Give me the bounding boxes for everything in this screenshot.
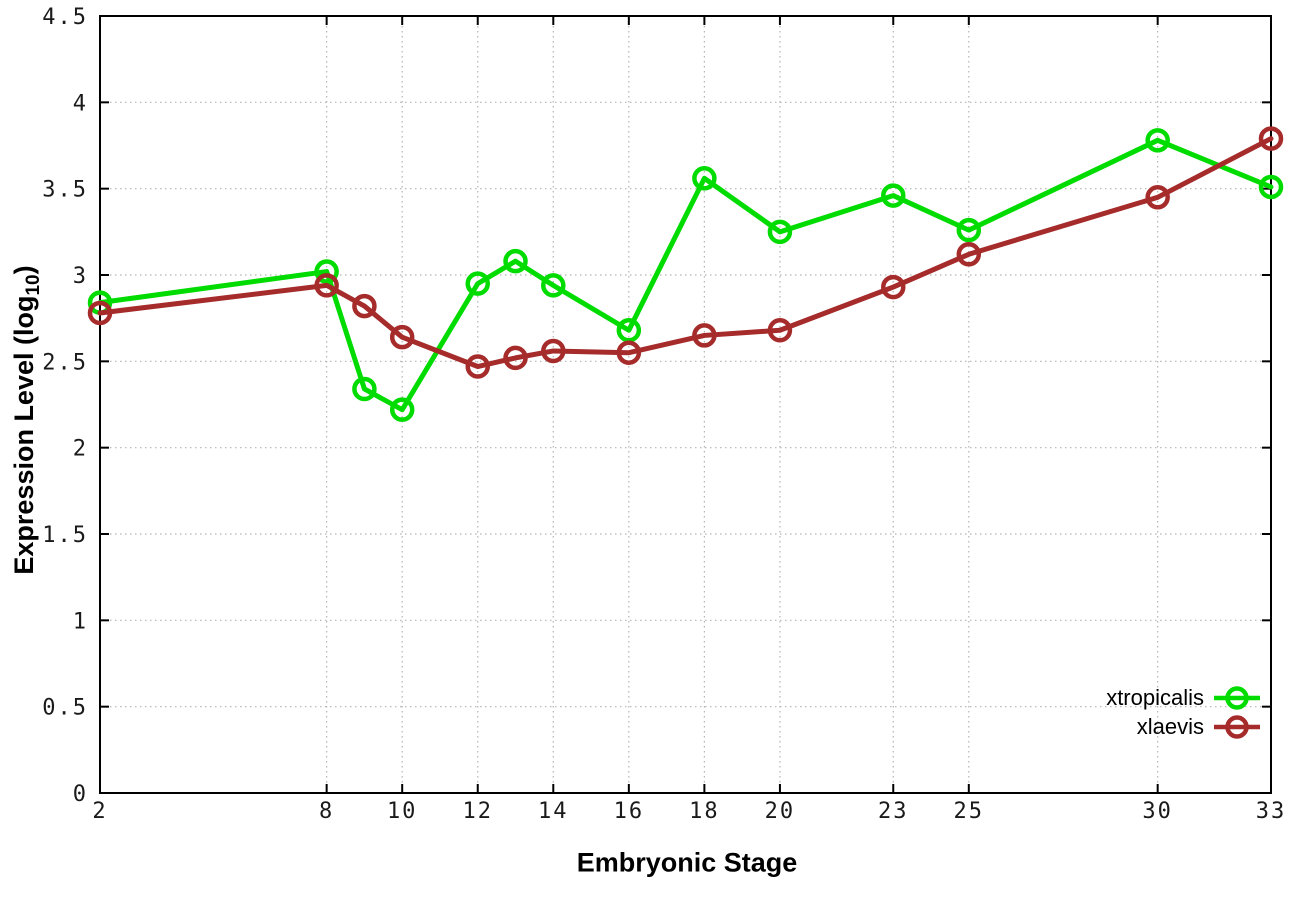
y-tick-label: 0 (73, 782, 88, 807)
x-tick-label: 12 (462, 799, 493, 824)
legend-marker-icon (1225, 715, 1249, 739)
series-line-xtropicalis (97, 137, 1274, 413)
data-point-xlaevis (767, 318, 793, 343)
grid-lines (100, 16, 1271, 793)
legend-marker-icon (1225, 686, 1249, 710)
data-point-xlaevis (352, 293, 377, 319)
data-point-xlaevis (314, 273, 339, 298)
legend-label-xlaevis: xlaevis (1136, 714, 1204, 739)
data-point-xlaevis (956, 242, 982, 267)
data-point-xtropicalis (1145, 128, 1170, 153)
series-xlaevis (87, 126, 1284, 379)
y-tick-label: 2 (73, 437, 88, 462)
axis-ticks (99, 15, 1272, 794)
x-tick-label: 30 (1142, 799, 1173, 824)
x-tick-label: 20 (765, 799, 796, 824)
x-tick-label: 33 (1256, 799, 1287, 824)
series-xtropicalis (87, 128, 1284, 422)
x-axis-title: Embryonic Stage (576, 847, 798, 878)
y-tick-label: 2.5 (42, 350, 88, 375)
data-point-xtropicalis (314, 259, 339, 284)
data-point-xlaevis (465, 354, 490, 379)
x-tick-label: 23 (878, 799, 909, 824)
x-tick-label: 18 (689, 799, 720, 824)
legend: xtropicalis xlaevis (1106, 685, 1261, 740)
y-tick-label: 4 (73, 91, 88, 116)
data-point-xlaevis (616, 340, 642, 365)
x-tick-label: 14 (538, 799, 569, 824)
data-point-xlaevis (1258, 126, 1284, 151)
y-tick-label: 3 (73, 264, 88, 289)
data-point-xtropicalis (541, 273, 566, 298)
data-point-xtropicalis (389, 397, 415, 422)
data-point-xlaevis (503, 345, 528, 371)
y-tick-label: 1 (73, 609, 88, 634)
series-line-xlaevis (97, 136, 1274, 370)
y-tick-label: 0.5 (42, 696, 88, 721)
data-point-xlaevis (692, 323, 717, 348)
x-tick-label: 16 (614, 799, 645, 824)
y-tick-label: 4.5 (42, 5, 88, 30)
legend-item-xtropicalis: xtropicalis (1106, 685, 1261, 711)
data-point-xtropicalis (1258, 174, 1284, 200)
data-point-xlaevis (87, 300, 113, 326)
data-point-xtropicalis (767, 219, 793, 245)
x-tick-label: 25 (954, 799, 985, 824)
legend-item-xlaevis: xlaevis (1137, 714, 1261, 740)
data-point-xtropicalis (616, 318, 642, 343)
data-point-xtropicalis (881, 183, 906, 208)
y-axis-title-suffix: ) (8, 265, 39, 275)
legend-label-xtropicalis: xtropicalis (1106, 685, 1204, 710)
legend-sample-xtropicalis (1214, 686, 1260, 710)
y-tick-label: 3.5 (42, 178, 88, 203)
data-point-xlaevis (881, 274, 906, 300)
data-point-xtropicalis (503, 248, 528, 274)
data-point-xtropicalis (352, 376, 377, 402)
data-point-xlaevis (389, 324, 415, 350)
y-axis-title-text: Expression Level (log (8, 295, 39, 575)
tick-labels: 2 8 10 12 14 16 18 20 23 25 30 33 0 0.5 1 1.5 2 2.5 3 3.5 4 4… (42, 5, 1287, 824)
y-axis-title-subscript: 10 (23, 274, 45, 296)
y-tick-label: 1.5 (42, 523, 88, 548)
x-tick-label: 2 (92, 799, 107, 824)
data-point-xtropicalis (692, 166, 717, 191)
legend-sample-xlaevis (1214, 715, 1260, 739)
data-point-xlaevis (1145, 185, 1170, 210)
data-point-xlaevis (541, 338, 566, 364)
y-axis-title: Expression Level (log10) (9, 265, 45, 574)
data-point-xtropicalis (956, 217, 982, 243)
x-tick-label: 10 (387, 799, 418, 824)
x-tick-label: 8 (319, 799, 334, 824)
plot-border (99, 15, 1272, 794)
data-point-xtropicalis (465, 271, 490, 296)
